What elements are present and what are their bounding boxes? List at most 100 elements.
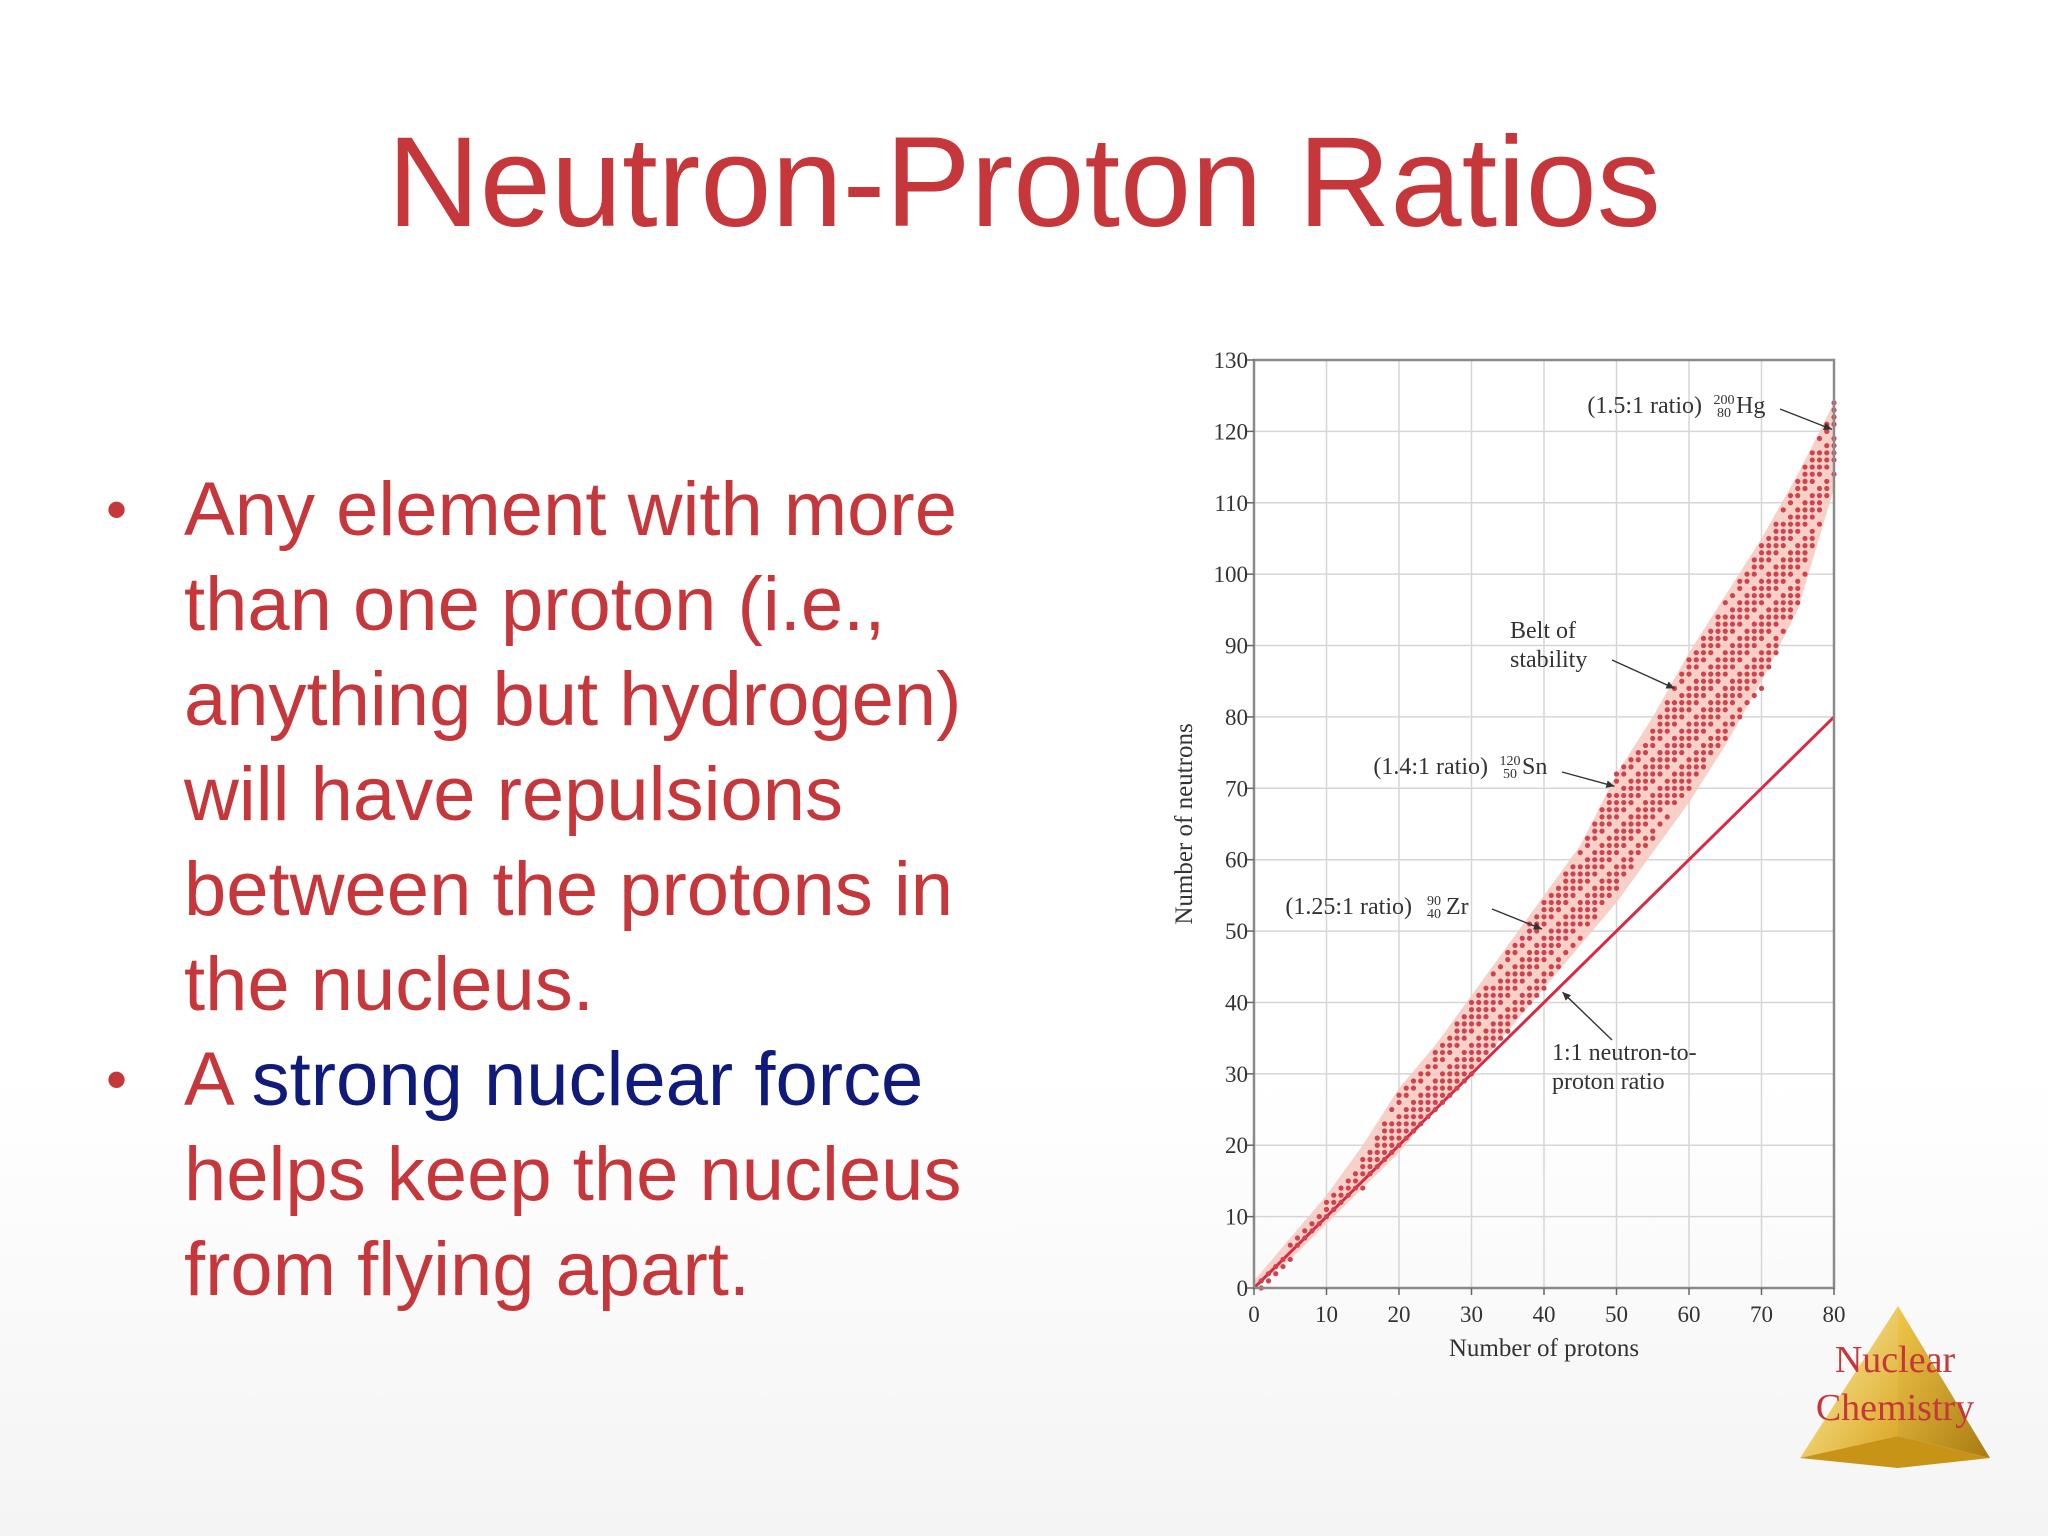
data-point bbox=[1584, 914, 1591, 920]
x-tick-label: 30 bbox=[1460, 1302, 1483, 1327]
data-point bbox=[1686, 771, 1692, 777]
data-point bbox=[1534, 978, 1540, 984]
data-point bbox=[1584, 921, 1591, 927]
data-point bbox=[1650, 764, 1656, 770]
y-tick-label: 0 bbox=[1237, 1276, 1249, 1301]
data-point bbox=[1773, 621, 1779, 627]
data-point bbox=[1606, 849, 1612, 856]
data-point bbox=[1722, 650, 1728, 656]
annotation-atomic-number: 50 bbox=[1503, 767, 1517, 782]
data-point bbox=[1737, 607, 1743, 613]
data-point bbox=[1476, 1042, 1482, 1048]
data-point bbox=[1555, 942, 1562, 948]
data-point bbox=[1505, 957, 1511, 963]
neutron-proton-chart: 0 10 20 30 40 50 60 70 80 0 10 20 30 40 50 60 70 80 90 100… bbox=[1160, 340, 1900, 1380]
data-point bbox=[1396, 1099, 1402, 1105]
data-point bbox=[1418, 1071, 1424, 1077]
data-point bbox=[1577, 907, 1583, 913]
data-point bbox=[1679, 764, 1685, 770]
data-point bbox=[1816, 507, 1823, 513]
data-point bbox=[1722, 707, 1728, 713]
annotation-ratio-arrow-head bbox=[1562, 992, 1572, 1001]
annotation-element-symbol: Zr bbox=[1446, 894, 1469, 920]
data-point bbox=[1476, 1014, 1482, 1020]
data-point bbox=[1592, 871, 1598, 877]
data-point bbox=[1541, 914, 1547, 920]
data-point bbox=[1555, 935, 1562, 941]
data-point bbox=[1331, 1206, 1337, 1213]
data-point bbox=[1780, 592, 1786, 599]
data-point bbox=[1512, 942, 1518, 948]
data-point bbox=[1606, 814, 1612, 820]
data-point bbox=[1563, 935, 1569, 941]
data-point bbox=[1751, 671, 1757, 677]
data-point bbox=[1613, 799, 1620, 806]
data-point bbox=[1816, 435, 1823, 442]
data-point bbox=[1642, 742, 1649, 749]
data-point bbox=[1323, 1214, 1330, 1220]
data-point bbox=[1563, 921, 1569, 927]
data-point bbox=[1780, 543, 1786, 549]
data-point bbox=[1758, 600, 1765, 606]
data-point bbox=[1758, 578, 1765, 584]
data-point bbox=[1650, 728, 1656, 734]
data-point bbox=[1577, 914, 1583, 920]
data-point bbox=[1657, 714, 1663, 720]
data-point bbox=[1592, 907, 1598, 913]
data-point bbox=[1664, 700, 1670, 706]
data-point bbox=[1671, 799, 1678, 806]
bullet-dot-icon: • bbox=[106, 1046, 128, 1113]
data-point bbox=[1642, 771, 1649, 777]
data-point bbox=[1468, 1042, 1475, 1048]
data-point bbox=[1374, 1149, 1380, 1155]
data-point bbox=[1664, 728, 1670, 734]
data-point bbox=[1374, 1156, 1380, 1163]
data-point bbox=[1519, 1007, 1525, 1013]
data-point bbox=[1613, 792, 1620, 799]
data-point bbox=[1773, 635, 1779, 641]
data-point bbox=[1570, 942, 1576, 948]
data-point bbox=[1345, 1178, 1351, 1184]
data-point bbox=[1773, 521, 1779, 527]
data-point bbox=[1534, 942, 1540, 948]
data-point bbox=[1679, 742, 1685, 749]
data-point bbox=[1780, 628, 1786, 634]
data-point bbox=[1729, 642, 1736, 649]
data-point bbox=[1519, 964, 1525, 970]
data-point bbox=[1548, 899, 1554, 906]
data-point bbox=[1584, 857, 1591, 863]
data-point bbox=[1512, 964, 1518, 970]
data-point bbox=[1476, 1021, 1482, 1027]
data-point bbox=[1599, 821, 1605, 827]
data-point bbox=[1599, 864, 1605, 870]
data-point bbox=[1686, 728, 1692, 734]
data-point bbox=[1650, 814, 1656, 820]
data-point bbox=[1483, 999, 1489, 1006]
data-point bbox=[1577, 899, 1583, 906]
data-point bbox=[1795, 578, 1801, 584]
data-point bbox=[1606, 799, 1612, 806]
data-point bbox=[1425, 1114, 1431, 1120]
data-point bbox=[1599, 849, 1605, 856]
data-point bbox=[1751, 607, 1757, 613]
data-point bbox=[1708, 750, 1714, 756]
data-point bbox=[1715, 707, 1721, 713]
data-point bbox=[1374, 1142, 1380, 1148]
annotation-mass-number: 90 bbox=[1427, 894, 1441, 909]
data-point bbox=[1744, 678, 1750, 684]
data-point bbox=[1758, 564, 1765, 570]
data-point bbox=[1679, 728, 1685, 734]
data-point bbox=[1787, 550, 1794, 556]
data-point bbox=[1729, 614, 1736, 620]
data-point bbox=[1722, 635, 1728, 641]
y-tick-label: 10 bbox=[1225, 1205, 1248, 1230]
data-point bbox=[1483, 1028, 1489, 1034]
data-point bbox=[1570, 914, 1576, 920]
data-point bbox=[1758, 614, 1765, 620]
data-point bbox=[1584, 871, 1591, 877]
data-point bbox=[1497, 1035, 1504, 1041]
data-point bbox=[1592, 892, 1598, 898]
data-point bbox=[1737, 657, 1743, 663]
data-point bbox=[1802, 535, 1808, 542]
data-point bbox=[1410, 1085, 1417, 1091]
